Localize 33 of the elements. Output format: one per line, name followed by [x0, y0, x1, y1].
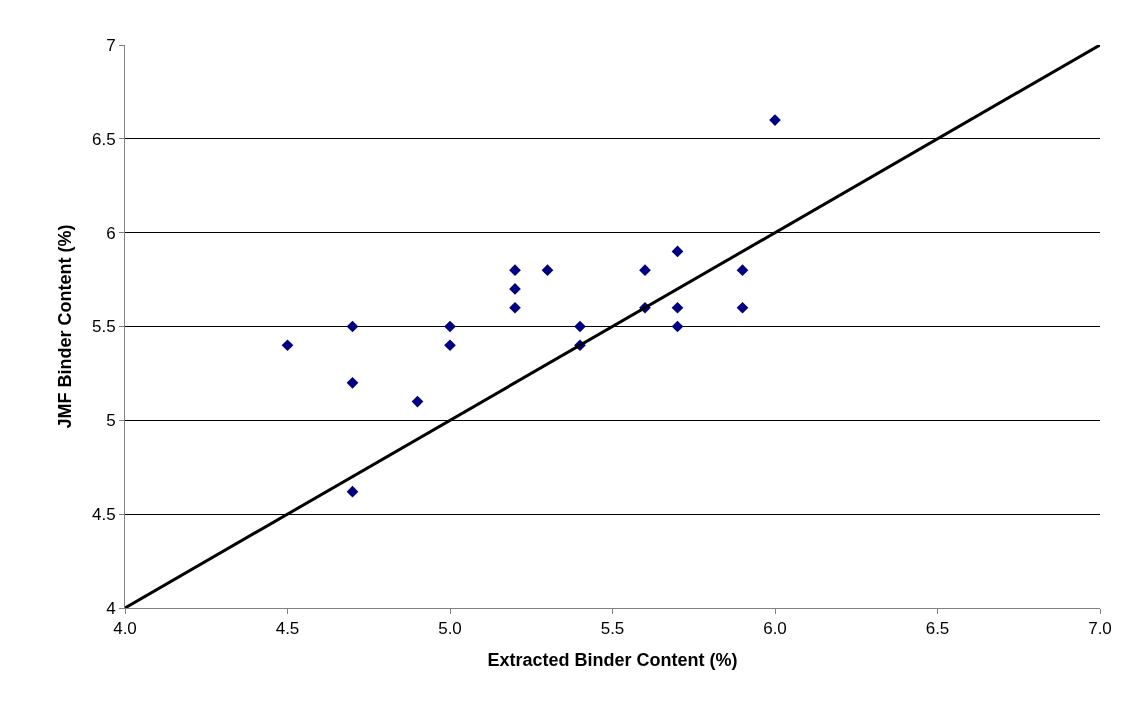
- point: [346, 485, 359, 498]
- x-tick-label: 4.5: [275, 619, 300, 639]
- point: [671, 301, 684, 314]
- point: [444, 339, 456, 352]
- point: [736, 301, 749, 314]
- x-tick-label: 4.0: [113, 619, 137, 639]
- x-tick-label: 7.0: [1088, 619, 1112, 639]
- point: [671, 245, 684, 258]
- point: [736, 264, 749, 277]
- y-tick-label: 4: [106, 598, 116, 618]
- x-tick-label: 5.0: [438, 619, 462, 639]
- point: [639, 264, 651, 277]
- x-tick-label: 6.0: [763, 619, 787, 639]
- point: [509, 301, 521, 314]
- y-tick-label: 4.5: [91, 505, 116, 525]
- point: [346, 376, 359, 389]
- point: [509, 264, 521, 277]
- x-axis-title: Extracted Binder Content (%): [487, 649, 738, 670]
- y-tick-label: 6: [106, 223, 116, 243]
- y-axis-title: JMF Binder Content (%): [55, 224, 76, 429]
- x-tick-label: 6.5: [925, 619, 950, 639]
- y-tick-label: 5.5: [91, 317, 116, 337]
- point: [281, 339, 294, 352]
- point: [541, 264, 554, 277]
- point: [444, 320, 456, 333]
- point: [346, 320, 359, 333]
- x-tick-label: 5.5: [600, 619, 625, 639]
- point: [671, 320, 684, 333]
- y-tick-label: 6.5: [91, 129, 116, 149]
- y-tick-label: 5: [106, 411, 116, 431]
- point: [411, 395, 424, 408]
- point: [574, 320, 586, 333]
- y-tick-label: 7: [106, 35, 116, 55]
